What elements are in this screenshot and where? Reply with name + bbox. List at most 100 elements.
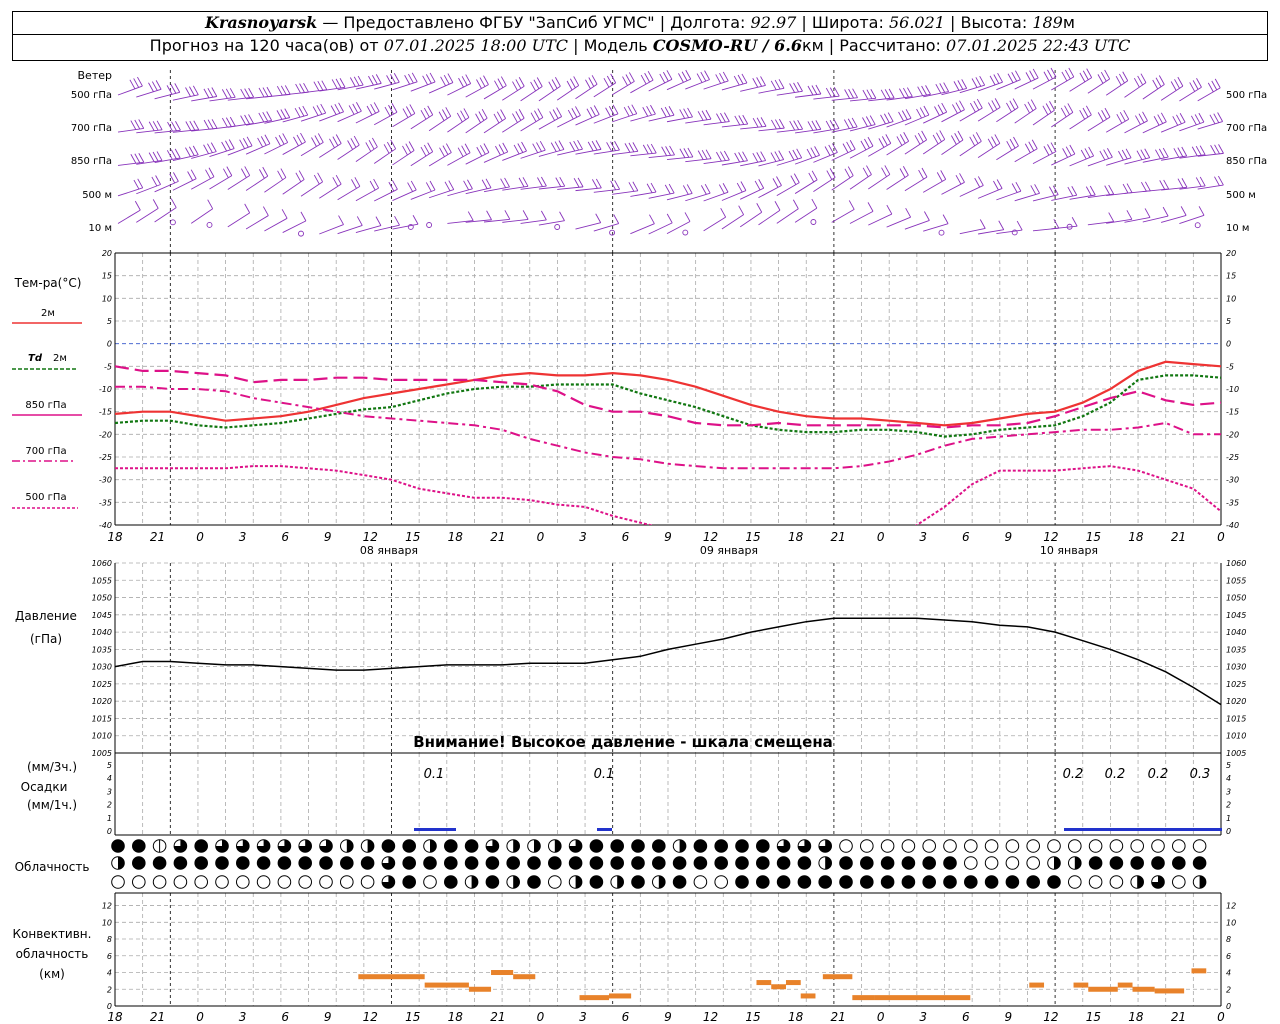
wind-barb xyxy=(682,229,689,236)
wind-barb xyxy=(1066,223,1073,230)
wind-barb xyxy=(609,229,616,236)
wind-barb xyxy=(1032,101,1055,126)
cloud-symbol xyxy=(1005,839,1020,853)
cloud-symbol xyxy=(360,856,375,870)
temp-series-3 xyxy=(115,385,1221,470)
wind-barb xyxy=(282,105,309,123)
wind-barb xyxy=(1051,186,1078,201)
temp-series-1 xyxy=(115,374,1221,438)
wind-barb xyxy=(923,82,950,98)
cloud-symbol xyxy=(631,875,645,889)
temp-tick: -30 xyxy=(99,476,112,485)
wind-barb xyxy=(1197,112,1223,130)
cloud-symbol xyxy=(319,839,333,853)
wind-barb xyxy=(264,85,291,98)
wind-barb xyxy=(1179,112,1205,132)
precip-tick: 2 xyxy=(107,801,112,810)
cloud-symbol xyxy=(152,856,167,870)
time-tick-label: 9 xyxy=(1004,530,1012,544)
cloud-symbol xyxy=(672,839,687,853)
wind-barb xyxy=(117,200,141,224)
temp-title: Тем-ра(°C) xyxy=(14,276,82,290)
wind-level-label: 10 м xyxy=(89,223,112,234)
cloud-symbol xyxy=(194,875,208,889)
wind-barb xyxy=(758,201,781,226)
cloud-symbol xyxy=(340,875,354,889)
wind-barb xyxy=(978,220,1005,235)
time-tick-label: 6 xyxy=(962,530,970,544)
wind-barb xyxy=(136,80,162,98)
temp-tick: 10 xyxy=(102,294,112,303)
conv-tick: 10 xyxy=(1226,918,1236,927)
wind-barb xyxy=(520,77,543,102)
pressure-tick: 1025 xyxy=(92,680,112,689)
wind-barb xyxy=(977,134,1001,159)
wind-barb xyxy=(703,112,730,126)
wind-barb xyxy=(191,142,217,159)
time-tick-label: 18 xyxy=(107,1010,123,1024)
cloud-symbol xyxy=(1068,856,1082,870)
time-tick-label: 18 xyxy=(448,1010,464,1024)
time-axis-bottom: 18 21 0 3 6 9 12 15 18 21 0 3 6 9 12 15 18 21 0 3 6 9 12 15 18 21… xyxy=(107,1010,1225,1024)
wind-barb xyxy=(648,145,675,159)
cloud-symbol xyxy=(693,875,708,889)
cloud-symbol xyxy=(1172,839,1186,853)
cloud-symbol xyxy=(444,875,458,889)
wind-barb xyxy=(426,222,433,228)
wind-barb xyxy=(959,98,983,122)
conv-title-3: (км) xyxy=(39,967,65,981)
wind-barb xyxy=(117,119,145,133)
altitude-unit: м xyxy=(1062,13,1075,32)
conv-bar xyxy=(874,995,971,1001)
provider-text: — Предоставлено ФГБУ "ЗапСиб УГМС" | Дол… xyxy=(317,13,751,32)
time-tick-label: 15 xyxy=(745,1010,760,1024)
cloud-symbol xyxy=(506,856,521,870)
wind-barb xyxy=(1105,71,1129,96)
cloud-symbol xyxy=(1026,839,1040,853)
precip-bar xyxy=(597,828,612,831)
legend-t2m-label: 2м xyxy=(41,308,55,319)
precip-title: Осадки xyxy=(21,780,68,794)
cloud-symbol xyxy=(880,875,895,889)
cloud-symbol xyxy=(1005,856,1020,870)
wind-barb xyxy=(264,209,288,232)
wind-level-labels: 500 гПа 500 гПа 700 гПа 700 гПа 850 гПа 850 г… xyxy=(71,90,1267,234)
time-tick-label: 15 xyxy=(1086,530,1101,544)
temp-tick: 20 xyxy=(1226,249,1236,258)
wind-level-label: 500 гПа xyxy=(71,90,112,101)
pressure-tick: 1040 xyxy=(92,628,112,637)
cloud-symbol xyxy=(423,875,437,889)
wind-barb xyxy=(246,111,273,126)
cloud-symbol xyxy=(360,875,375,889)
cloud-symbol xyxy=(1151,875,1165,889)
temp-tick: 0 xyxy=(107,340,112,349)
wind-barb xyxy=(300,133,324,157)
wind-barb xyxy=(520,140,546,159)
temp-series-0 xyxy=(115,360,1221,427)
cloud-symbol xyxy=(423,839,437,853)
cloud-symbol xyxy=(1026,875,1040,889)
precip-label: 0.1 xyxy=(594,767,615,782)
wind-barb xyxy=(483,76,507,100)
cloud-symbol xyxy=(152,839,167,853)
conv-tick: 12 xyxy=(102,902,112,911)
temp-tick: -20 xyxy=(99,430,112,439)
precip-unit-1h: (мм/1ч.) xyxy=(27,798,77,812)
wind-level-label: 500 м xyxy=(82,190,112,201)
wind-barb xyxy=(1142,75,1165,100)
wind-barb xyxy=(868,88,895,102)
wind-barb xyxy=(1194,222,1201,229)
conv-bar xyxy=(1191,968,1207,974)
time-tick-label: 15 xyxy=(1086,1010,1101,1024)
time-tick-label: 3 xyxy=(579,530,587,544)
pressure-tick: 1010 xyxy=(92,732,112,741)
wind-barb xyxy=(300,103,327,122)
wind-barb xyxy=(428,107,452,132)
time-tick-label: 18 xyxy=(1128,1010,1144,1024)
cloud-symbol xyxy=(589,856,604,870)
conv-bar xyxy=(771,984,786,990)
cloud-symbol xyxy=(984,875,999,889)
cloud-symbol xyxy=(943,856,957,870)
cloud-symbol xyxy=(964,839,978,853)
